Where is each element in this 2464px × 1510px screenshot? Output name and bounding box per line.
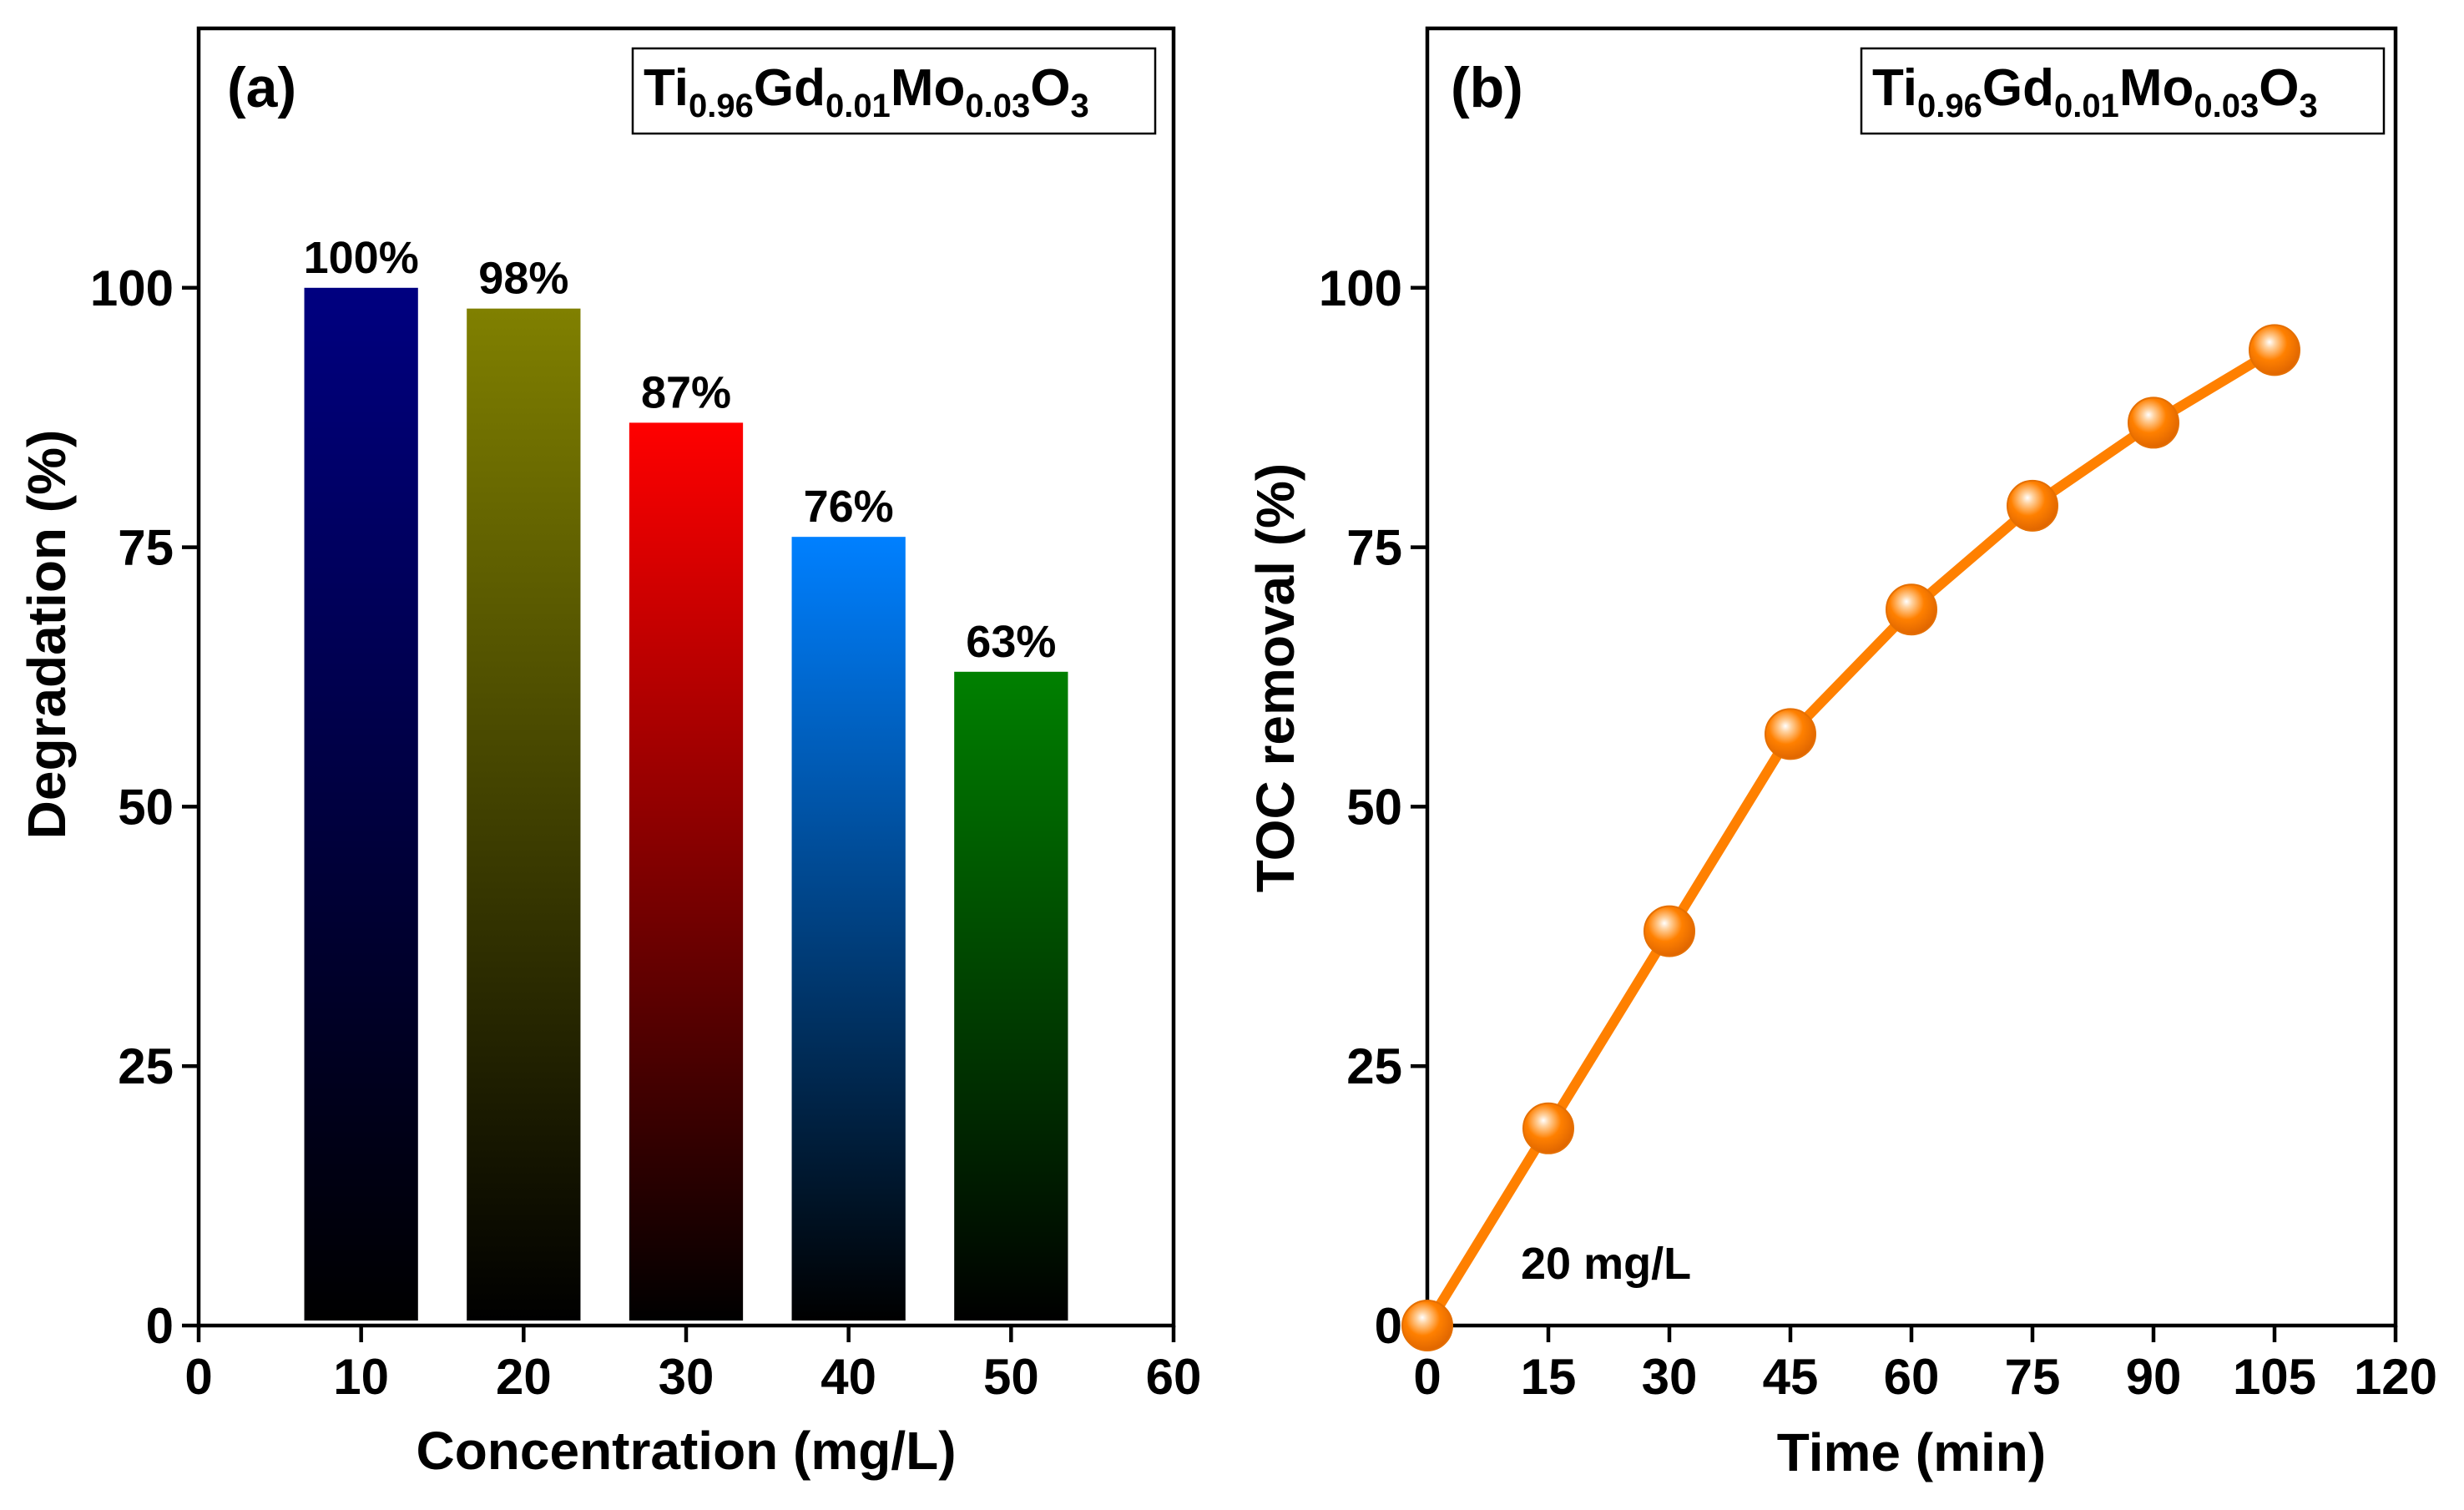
x-tick-label: 105 [2233,1349,2316,1405]
x-tick-label: 50 [983,1349,1039,1405]
y-axis-title-a: Degradation (%) [17,430,77,840]
formula-box-b [1860,47,2386,135]
formula-symbol: Gd [754,59,826,117]
x-tick-label: 10 [333,1349,389,1405]
formula-symbol: Ti [1872,59,1917,117]
data-point-30 [1644,905,1695,957]
x-tick-label: 60 [1146,1349,1202,1405]
bar-50 [954,671,1068,1321]
bar-series [304,287,1068,1321]
x-tick-label: 0 [184,1349,212,1405]
bar-value-label: 100% [304,233,419,283]
x-tick-label: 90 [2126,1349,2182,1405]
bar-chart-panel: 100% 98% 87% 76% 63% 0 10 20 30 40 50 60 0 25 50 75 10… [17,26,1201,1481]
formula-label-b: Ti0.96Gd0.01Mo0.03O3 [1872,59,2318,124]
x-tick-label: 45 [1763,1349,1819,1405]
formula-symbol: Ti [644,59,689,117]
data-point-75 [2007,479,2058,532]
x-tick-label: 0 [1413,1349,1441,1405]
x-tick-label: 120 [2354,1349,2437,1405]
formula-symbol: Mo [891,59,966,117]
x-tick-label: 20 [496,1349,552,1405]
y-tick-label: 0 [1375,1298,1402,1354]
y-tick-label: 100 [90,260,174,316]
data-point-105 [2249,324,2300,376]
data-point-45 [1765,708,1816,760]
y-tick-label: 75 [118,520,174,576]
formula-symbol: Gd [1982,59,2054,117]
toc-removal-line [1422,346,2278,1329]
panel-label-b: (b) [1451,56,1523,119]
data-point-60 [1886,583,1937,636]
x-axis-ticks-a: 0 10 20 30 40 50 60 [184,1326,1201,1405]
x-axis-ticks-b: 0 15 30 45 60 75 90 105 120 [1413,1326,2437,1405]
formula-subscript: 3 [2299,88,2317,124]
formula-symbol: O [2259,59,2299,117]
y-axis-ticks-a: 0 25 50 75 100 [90,260,199,1354]
formula-symbol: Mo [2119,59,2194,117]
x-tick-label: 15 [1521,1349,1577,1405]
formula-subscript: 0.03 [965,88,1030,124]
y-tick-label: 0 [146,1298,174,1354]
bar-30 [629,422,744,1321]
x-tick-label: 30 [1642,1349,1698,1405]
data-point-15 [1522,1102,1574,1154]
bar-value-label: 63% [966,617,1056,667]
formula-label-a: Ti0.96Gd0.01Mo0.03O3 [644,59,1089,124]
x-tick-label: 40 [820,1349,876,1405]
line-points [1401,324,2300,1351]
y-tick-label: 50 [1346,779,1402,835]
x-axis-title-b: Time (min) [1777,1422,2046,1482]
data-point-90 [2128,396,2179,449]
line-series [1422,346,2278,1329]
bar-value-label: 98% [478,254,568,304]
y-tick-label: 25 [1346,1038,1402,1094]
y-axis-ticks-b: 0 25 50 75 100 [1319,260,1427,1354]
y-tick-label: 75 [1346,520,1402,576]
formula-box-a [631,47,1157,135]
formula-subscript: 0.01 [826,88,891,124]
bar-20 [467,308,581,1321]
y-tick-label: 100 [1319,260,1402,316]
bar-value-label: 76% [804,482,894,532]
x-axis-title-a: Concentration (mg/L) [416,1421,956,1481]
data-point-0 [1401,1300,1453,1351]
formula-symbol: O [1030,59,1070,117]
y-tick-label: 50 [118,779,174,835]
y-tick-label: 25 [118,1038,174,1094]
bar-10 [304,287,418,1321]
bar-data-labels: 100% 98% 87% 76% 63% [304,233,1057,667]
formula-subscript: 0.96 [689,88,754,124]
concentration-annotation: 20 mg/L [1521,1239,1691,1289]
formula-subscript: 3 [1070,88,1088,124]
panel-label-a: (a) [227,56,296,119]
x-tick-label: 60 [1884,1349,1940,1405]
bar-value-label: 87% [641,367,731,417]
x-tick-label: 75 [2005,1349,2061,1405]
line-chart-panel: 0 15 30 45 60 75 90 105 120 0 25 50 75 100 (b) Ti0.9… [1245,26,2437,1482]
y-axis-title-b: TOC removal (%) [1245,463,1305,893]
bar-40 [791,537,906,1321]
formula-subscript: 0.01 [2054,88,2119,124]
formula-subscript: 0.03 [2194,88,2259,124]
formula-subscript: 0.96 [1917,88,1982,124]
x-tick-label: 30 [659,1349,714,1405]
